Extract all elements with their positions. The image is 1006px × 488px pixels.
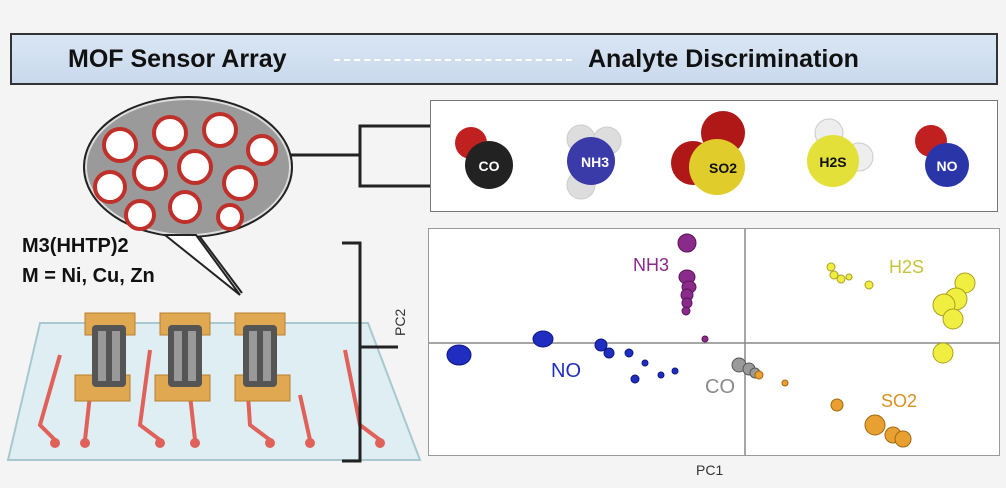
group-label-so2: SO2 [881,391,917,411]
analyte-molecules-panel: CO NH3 SO2 H2S NO [430,100,998,212]
molecule-no: NO [915,125,969,187]
molecule-co: CO [455,127,513,189]
group-label-nh3: NH3 [633,255,669,275]
molecule-label: NH3 [581,154,609,170]
molecule-label: CO [479,158,500,174]
group-label-no: NO [551,360,581,382]
molecule-label: SO2 [709,160,737,176]
metal-list: M = Ni, Cu, Zn [22,265,155,288]
mof-formula: M3(HHTP)2 [22,235,129,258]
molecule-nh3: NH3 [566,124,622,200]
molecule-label: H2S [819,154,846,170]
group-no-points [446,330,679,384]
banner-right-title: Analyte Discrimination [588,45,859,73]
mof-formula-line1: M3(HHTP)2 [22,235,129,257]
banner-left-title: MOF Sensor Array [68,45,287,73]
pca-plot: NH3 H2S NO CO [428,228,1000,456]
molecule-bracket [290,124,430,188]
molecule-label: NO [937,158,958,174]
banner-dashed-connector [334,59,572,61]
group-h2s-points [826,262,976,364]
molecule-h2s: H2S [807,118,874,187]
pca-scatter: NH3 H2S NO CO [429,229,999,455]
molecule-so2: SO2 [671,111,745,195]
pca-xlabel: PC1 [696,462,724,478]
group-label-h2s: H2S [889,257,924,277]
metal-list-text: M = Ni, Cu, Zn [22,265,155,287]
title-banner: MOF Sensor Array Analyte Discrimination [10,33,998,85]
group-nh3-points [677,233,709,343]
analyte-molecules: CO NH3 SO2 H2S NO [455,111,969,200]
pca-ylabel: PC2 [392,308,408,336]
group-so2-points [754,370,912,448]
mof-illustration [6,96,422,463]
group-label-co: CO [705,376,735,398]
